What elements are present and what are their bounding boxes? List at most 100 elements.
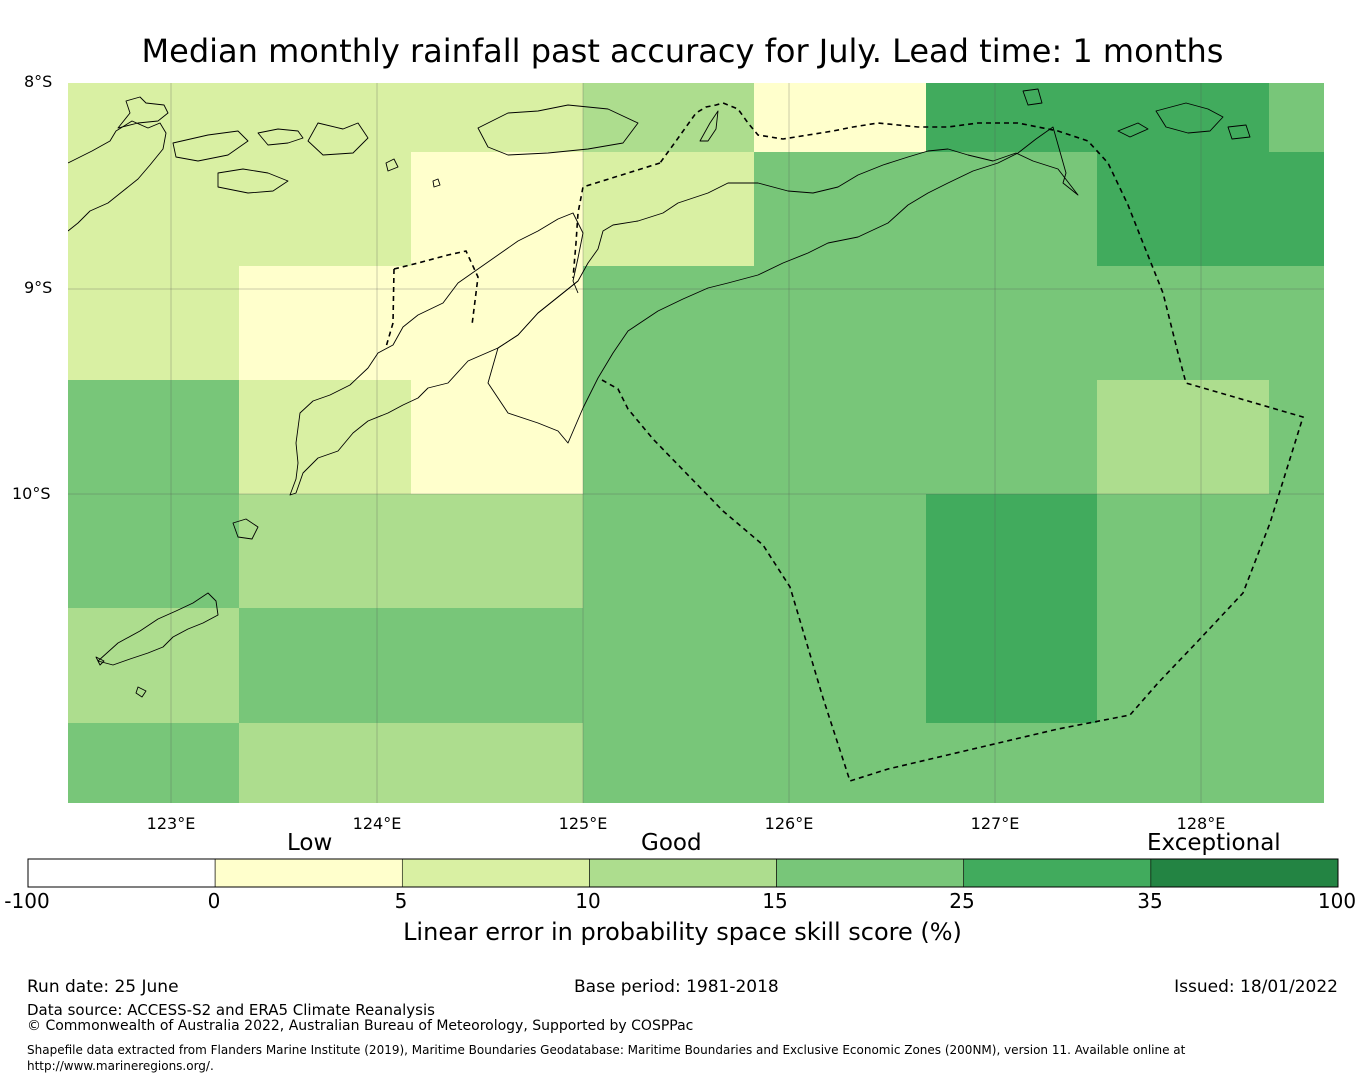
grid-cell bbox=[411, 266, 583, 380]
lon-label-128e: 128°E bbox=[1176, 814, 1226, 833]
grid-cell bbox=[583, 494, 754, 608]
grid-cell bbox=[411, 152, 583, 266]
lon-label-124e: 124°E bbox=[352, 814, 402, 833]
lon-label-127e: 127°E bbox=[970, 814, 1020, 833]
grid-cell bbox=[1097, 83, 1269, 152]
skill-score-map bbox=[68, 83, 1324, 803]
tick-15: 15 bbox=[762, 889, 788, 913]
grid-cell bbox=[754, 723, 926, 803]
tick-5: 5 bbox=[394, 889, 408, 913]
skill-grid bbox=[68, 83, 1324, 803]
grid-cell bbox=[754, 83, 926, 152]
grid-cell bbox=[1269, 723, 1324, 803]
grid-cell bbox=[239, 266, 411, 380]
data-source: Data source: ACCESS-S2 and ERA5 Climate … bbox=[27, 1001, 435, 1019]
tick-0: 0 bbox=[207, 889, 221, 913]
grid-cell bbox=[926, 608, 1097, 723]
grid-cell bbox=[1097, 608, 1269, 723]
grid-cell bbox=[1269, 494, 1324, 608]
colorbar-bin bbox=[963, 858, 1152, 888]
lembata-coast bbox=[217, 168, 289, 194]
grid-cell bbox=[411, 723, 583, 803]
copyright: © Commonwealth of Australia 2022, Austra… bbox=[27, 1018, 694, 1034]
grid-cell bbox=[754, 152, 926, 266]
moa-coast bbox=[1155, 102, 1224, 134]
grid-cell bbox=[583, 380, 754, 494]
grid-cell bbox=[754, 266, 926, 380]
grid-cell bbox=[583, 83, 754, 152]
grid-cell bbox=[239, 83, 411, 152]
grid-cell bbox=[1097, 494, 1269, 608]
tick-35: 35 bbox=[1137, 889, 1163, 913]
colorbar-bin bbox=[214, 858, 403, 888]
coastlines bbox=[68, 88, 1251, 698]
lat-label-9s: 9°S bbox=[24, 278, 53, 297]
colorbar-bin bbox=[1150, 858, 1339, 888]
lon-label-123e: 123°E bbox=[146, 814, 196, 833]
category-good: Good bbox=[641, 830, 702, 856]
grid-cell bbox=[411, 608, 583, 723]
rote-coast bbox=[97, 592, 219, 666]
shapefile-credit-line1: Shapefile data extracted from Flanders M… bbox=[27, 1043, 1186, 1057]
ndao-islet bbox=[95, 656, 105, 666]
alor-coastline bbox=[172, 130, 249, 162]
grid-cell bbox=[754, 494, 926, 608]
lakor-coast bbox=[1227, 124, 1251, 140]
rote-islet bbox=[135, 686, 147, 698]
lon-label-125e: 125°E bbox=[558, 814, 608, 833]
grid-cell bbox=[1269, 83, 1324, 152]
grid-cell bbox=[1269, 608, 1324, 723]
tick-25: 25 bbox=[949, 889, 975, 913]
grid-cell bbox=[239, 723, 411, 803]
grid-cell bbox=[68, 380, 239, 494]
grid-cell bbox=[1097, 152, 1269, 266]
grid-cell bbox=[68, 266, 239, 380]
grid-cell bbox=[68, 494, 239, 608]
colorbar-label: Linear error in probability space skill … bbox=[403, 918, 962, 946]
small-island-1 bbox=[385, 158, 399, 172]
lat-label-8s: 8°S bbox=[24, 72, 53, 91]
grid-cell bbox=[1269, 380, 1324, 494]
kisar-coast bbox=[1022, 88, 1043, 106]
grid-cell bbox=[1097, 723, 1269, 803]
base-period: Base period: 1981-2018 bbox=[574, 977, 779, 997]
grid-cell bbox=[754, 608, 926, 723]
grid-cell bbox=[1097, 266, 1269, 380]
lon-label-126e: 126°E bbox=[764, 814, 814, 833]
colorbar-bin bbox=[589, 858, 777, 888]
run-date: Run date: 25 June bbox=[27, 977, 179, 997]
colorbar-bin bbox=[401, 858, 590, 888]
grid-cell bbox=[239, 380, 411, 494]
grid-cell bbox=[754, 380, 926, 494]
grid-cell bbox=[926, 723, 1097, 803]
small-island-2 bbox=[432, 178, 441, 188]
timor-coastline bbox=[289, 126, 1079, 496]
grid-cell bbox=[926, 494, 1097, 608]
grid-cell bbox=[583, 723, 754, 803]
grid-cell bbox=[1269, 152, 1324, 266]
colorbar-frame bbox=[27, 858, 1339, 888]
eez-timor-leste bbox=[601, 102, 1305, 783]
lat-label-10s: 10°S bbox=[12, 484, 51, 503]
grid-cell bbox=[583, 608, 754, 723]
grid-cell bbox=[68, 723, 239, 803]
grid-cell bbox=[411, 83, 583, 152]
grid-cell bbox=[411, 494, 583, 608]
grid-cell bbox=[926, 83, 1097, 152]
tick-10: 10 bbox=[575, 889, 601, 913]
eez-oecusse-west bbox=[385, 268, 395, 348]
atauro-coast bbox=[699, 110, 719, 142]
eez-oecusse bbox=[393, 250, 479, 326]
grid-cell bbox=[926, 380, 1097, 494]
shapefile-credit-link[interactable]: http://www.marineregions.org/. bbox=[27, 1059, 214, 1073]
semau-coast bbox=[232, 518, 259, 540]
colorbar bbox=[27, 858, 1339, 888]
timor-west-tip bbox=[487, 280, 584, 444]
grid-cell bbox=[68, 152, 239, 266]
flores-north-island bbox=[117, 96, 169, 129]
leti-coast bbox=[1117, 122, 1149, 138]
grid-cell bbox=[239, 494, 411, 608]
grid-cell bbox=[68, 83, 239, 152]
flores-coastline bbox=[68, 120, 167, 232]
grid-cell bbox=[583, 266, 754, 380]
